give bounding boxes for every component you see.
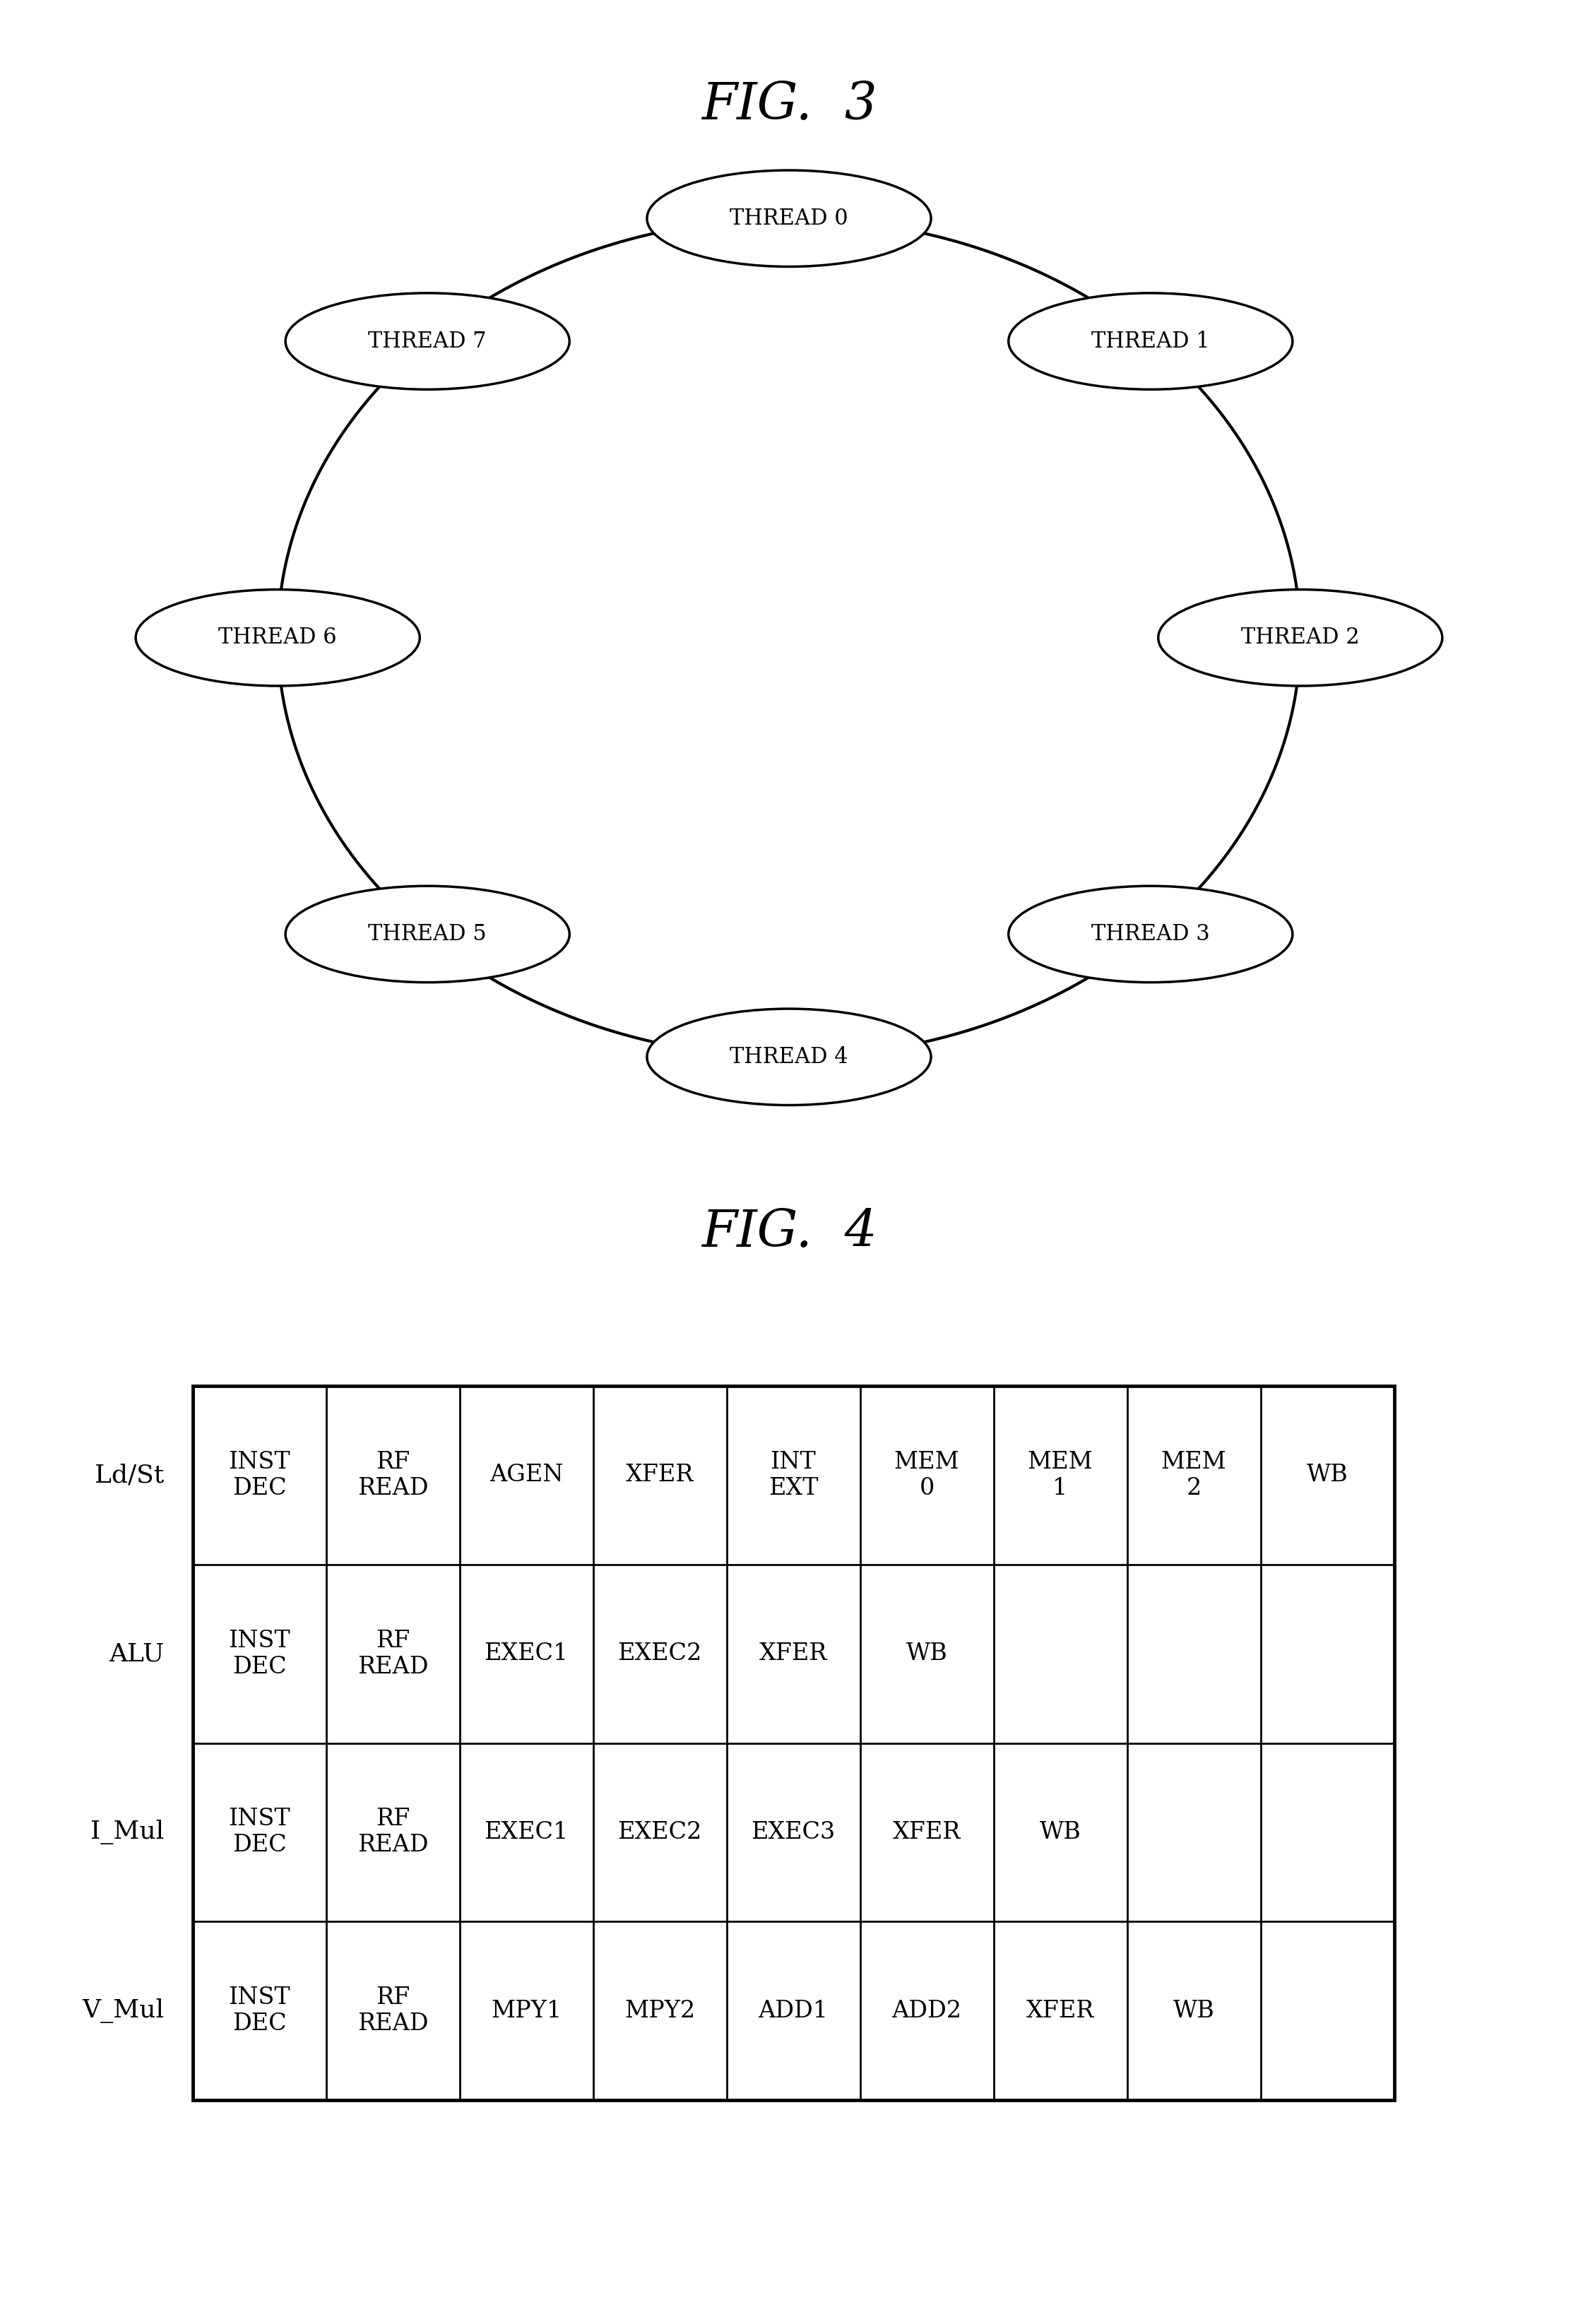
Text: Ld/St: Ld/St bbox=[95, 1464, 164, 1487]
Text: RF
READ: RF READ bbox=[357, 1450, 428, 1499]
Text: INST
DEC: INST DEC bbox=[229, 1808, 290, 1857]
Text: INST
DEC: INST DEC bbox=[229, 1987, 290, 2036]
Bar bbox=[193, 1385, 1393, 2101]
Text: EXEC1: EXEC1 bbox=[484, 1822, 568, 1843]
Text: THREAD 4: THREAD 4 bbox=[731, 1046, 847, 1069]
Text: INST
DEC: INST DEC bbox=[229, 1629, 290, 1678]
Ellipse shape bbox=[286, 885, 570, 983]
Text: MPY2: MPY2 bbox=[625, 1999, 696, 2022]
Text: THREAD 3: THREAD 3 bbox=[1092, 923, 1210, 946]
Text: THREAD 7: THREAD 7 bbox=[368, 330, 486, 353]
Text: MPY1: MPY1 bbox=[491, 1999, 562, 2022]
Text: FIG.  4: FIG. 4 bbox=[701, 1208, 877, 1257]
Text: EXEC2: EXEC2 bbox=[617, 1822, 702, 1843]
Text: THREAD 2: THREAD 2 bbox=[1240, 627, 1360, 648]
Text: XFER: XFER bbox=[759, 1643, 827, 1664]
Text: RF
READ: RF READ bbox=[357, 1808, 428, 1857]
Text: WB: WB bbox=[1307, 1464, 1348, 1487]
Text: THREAD 1: THREAD 1 bbox=[1092, 330, 1210, 353]
Text: RF
READ: RF READ bbox=[357, 1987, 428, 2036]
Ellipse shape bbox=[286, 293, 570, 390]
Text: V_Mul: V_Mul bbox=[82, 1999, 164, 2024]
Text: XFER: XFER bbox=[626, 1464, 694, 1487]
Text: WB: WB bbox=[1172, 1999, 1215, 2022]
Text: EXEC2: EXEC2 bbox=[617, 1643, 702, 1664]
Text: I_Mul: I_Mul bbox=[90, 1820, 164, 1845]
Text: THREAD 0: THREAD 0 bbox=[729, 207, 849, 230]
Text: MEM
1: MEM 1 bbox=[1027, 1450, 1094, 1499]
Ellipse shape bbox=[1008, 885, 1292, 983]
Text: THREAD 5: THREAD 5 bbox=[368, 923, 486, 946]
Ellipse shape bbox=[1158, 590, 1442, 686]
Ellipse shape bbox=[136, 590, 420, 686]
Text: EXEC3: EXEC3 bbox=[751, 1822, 835, 1843]
Text: XFER: XFER bbox=[893, 1822, 961, 1843]
Text: WB: WB bbox=[1040, 1822, 1081, 1843]
Text: ADD1: ADD1 bbox=[759, 1999, 828, 2022]
Text: MEM
0: MEM 0 bbox=[895, 1450, 959, 1499]
Text: EXEC1: EXEC1 bbox=[484, 1643, 568, 1664]
Text: AGEN: AGEN bbox=[489, 1464, 563, 1487]
Text: XFER: XFER bbox=[1026, 1999, 1094, 2022]
Text: THREAD 6: THREAD 6 bbox=[218, 627, 338, 648]
Text: INT
EXT: INT EXT bbox=[768, 1450, 817, 1499]
Text: INST
DEC: INST DEC bbox=[229, 1450, 290, 1499]
Text: MEM
2: MEM 2 bbox=[1161, 1450, 1226, 1499]
Ellipse shape bbox=[647, 1009, 931, 1106]
Text: RF
READ: RF READ bbox=[357, 1629, 428, 1678]
Ellipse shape bbox=[647, 170, 931, 267]
Text: ALU: ALU bbox=[109, 1641, 164, 1666]
Text: FIG.  3: FIG. 3 bbox=[701, 79, 877, 130]
Text: ADD2: ADD2 bbox=[892, 1999, 961, 2022]
Ellipse shape bbox=[1008, 293, 1292, 390]
Text: WB: WB bbox=[906, 1643, 947, 1664]
